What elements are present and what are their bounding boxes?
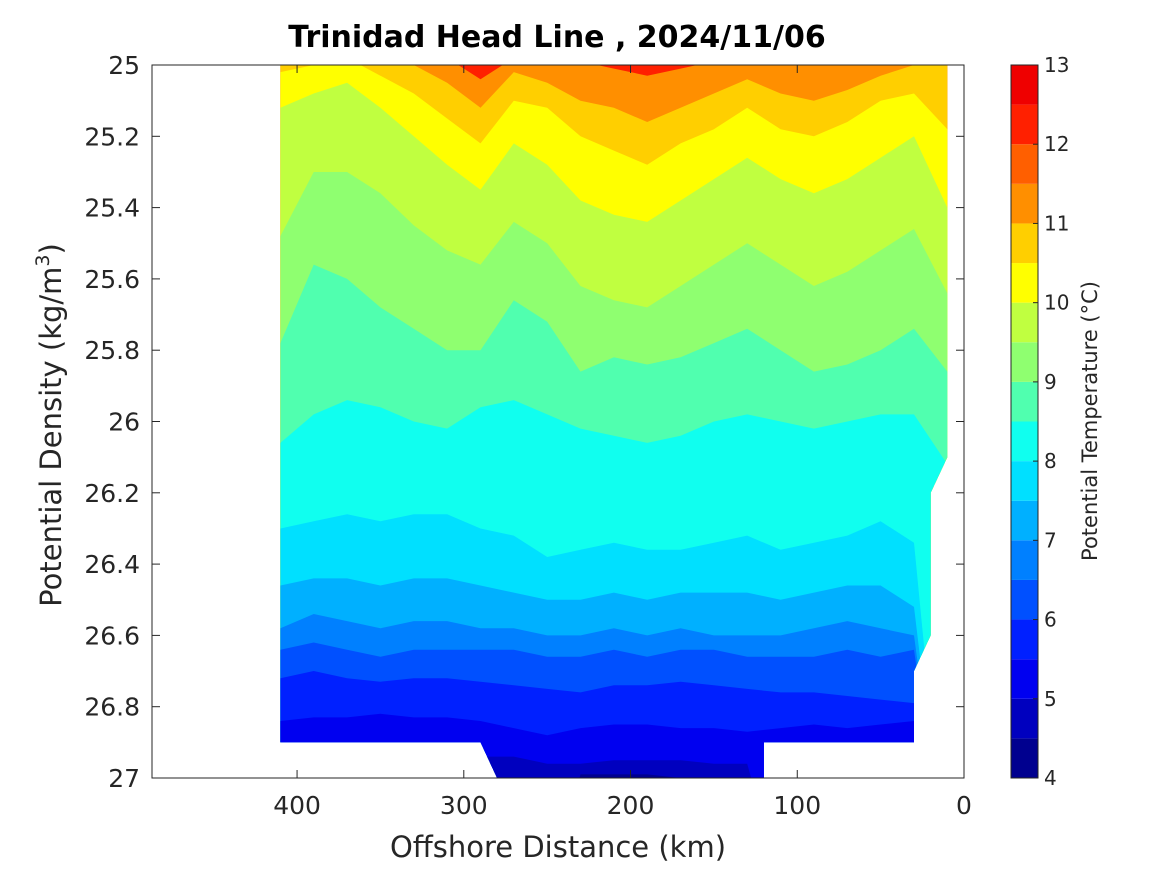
colorbar-segment [1011,302,1038,343]
colorbar-segment [1011,421,1038,462]
colorbar-segment [1011,619,1038,660]
colorbar: 4 5 6 7 8 9 10 11 12 13 [1010,53,1069,790]
colorbar-tick-label: 8 [1044,449,1057,473]
colorbar-segment [1011,342,1038,382]
y-tick-label: 25.4 [84,194,140,223]
colorbar-tick-label: 9 [1044,370,1057,394]
colorbar-tick-label: 10 [1044,291,1069,315]
y-axis-title-superscript: 3 [32,254,54,266]
colorbar-segment [1011,381,1038,422]
colorbar-tick-label: 5 [1044,687,1057,711]
x-tick-label: 400 [273,791,321,820]
colorbar-title: Potential Temperature (°C) [1078,281,1102,561]
colorbar-segment [1011,144,1038,184]
y-tick-label: 25 [108,51,140,80]
y-tick-label: 26 [108,408,140,437]
colorbar-segment [1011,223,1038,264]
colorbar-tick-label: 6 [1044,608,1057,632]
colorbar-segment [1011,540,1038,580]
y-tick-label: 26.4 [84,550,140,579]
y-tick-label: 25.6 [84,265,140,294]
colorbar-segment [1011,579,1038,620]
y-tick-label: 26.6 [84,621,140,650]
y-axis-title: Potential Density (kg/m3) [32,243,68,607]
y-axis-title-main: Potential Density (kg/m [34,267,68,607]
x-tick-label: 200 [607,791,655,820]
x-tick-label: 300 [440,791,488,820]
colorbar-segment [1011,698,1038,739]
colorbar-segment [1011,65,1038,105]
colorbar-tick-label: 13 [1044,53,1069,77]
colorbar-segment [1011,659,1038,699]
y-tick-label: 25.2 [84,122,140,151]
colorbar-frame [1010,64,1039,779]
chart-title: Trinidad Head Line , 2024/11/06 [288,20,825,55]
colorbar-segment [1011,461,1038,501]
colorbar-segment [1011,500,1038,541]
y-axis-title-close: ) [34,243,68,254]
colorbar-tick-label: 11 [1044,211,1069,235]
colorbar-tick-label: 4 [1044,766,1057,790]
x-axis: 400 300 200 100 0 [273,65,972,820]
y-tick-label: 25.8 [84,336,140,365]
colorbar-segment [1011,263,1038,303]
x-tick-label: 0 [956,791,972,820]
colorbar-tick-label: 7 [1044,528,1057,552]
colorbar-segment [1011,104,1038,145]
colorbar-tick-label: 12 [1044,132,1069,156]
y-tick-label: 27 [108,764,140,793]
x-tick-label: 100 [773,791,821,820]
y-axis: 25 25.2 25.4 25.6 25.8 26 26.2 26.4 26.6 26.8 27 [84,51,964,793]
y-tick-label: 26.8 [84,693,140,722]
y-tick-label: 26.2 [84,479,140,508]
x-axis-title: Offshore Distance (km) [390,830,726,864]
colorbar-segment [1011,183,1038,224]
colorbar-segment [1011,738,1038,778]
